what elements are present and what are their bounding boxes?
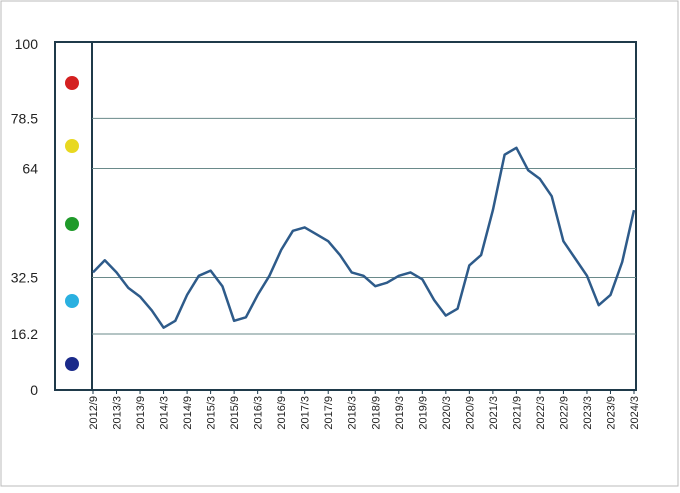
y-tick-label: 0	[30, 382, 38, 398]
x-tick-label: 2016/3	[253, 396, 265, 430]
x-tick-label: 2015/9	[229, 396, 241, 430]
y-tick-label: 64	[22, 161, 38, 177]
y-tick-label: 100	[15, 36, 39, 52]
x-tick-label: 2013/9	[135, 396, 147, 430]
x-tick-label: 2018/9	[370, 396, 382, 430]
x-tick-label: 2021/3	[488, 396, 500, 430]
y-tick-label: 78.5	[11, 110, 38, 126]
x-tick-label: 2019/9	[417, 396, 429, 430]
zone-dot	[65, 357, 79, 371]
x-tick-label: 2023/3	[582, 396, 594, 430]
x-tick-label: 2021/9	[511, 396, 523, 430]
x-tick-label: 2017/3	[300, 396, 312, 430]
x-tick-label: 2018/3	[347, 396, 359, 430]
x-tick-label: 2020/3	[441, 396, 453, 430]
x-tick-label: 2023/9	[605, 396, 617, 430]
x-tick-label: 2016/9	[276, 396, 288, 430]
x-tick-label: 2019/3	[394, 396, 406, 430]
y-tick-label: 32.5	[11, 270, 38, 286]
x-tick-label: 2015/3	[206, 396, 218, 430]
x-tick-label: 2014/9	[182, 396, 194, 430]
x-tick-label: 2014/3	[159, 396, 171, 430]
zone-dot	[65, 76, 79, 90]
x-tick-label: 2022/3	[535, 396, 547, 430]
x-tick-label: 2020/9	[464, 396, 476, 430]
zone-dot	[65, 139, 79, 153]
zone-dot	[65, 217, 79, 231]
data-line	[92, 146, 636, 329]
plot-frame	[54, 41, 637, 391]
x-tick-label: 2017/9	[323, 396, 335, 430]
y-tick-label: 16.2	[11, 326, 38, 342]
x-tick-label: 2012/9	[88, 396, 100, 430]
x-tick-label: 2013/3	[112, 396, 124, 430]
zone-dot	[65, 294, 79, 308]
x-tick-label: 2022/9	[558, 396, 570, 430]
x-tick-label: 2024/3	[629, 396, 641, 430]
